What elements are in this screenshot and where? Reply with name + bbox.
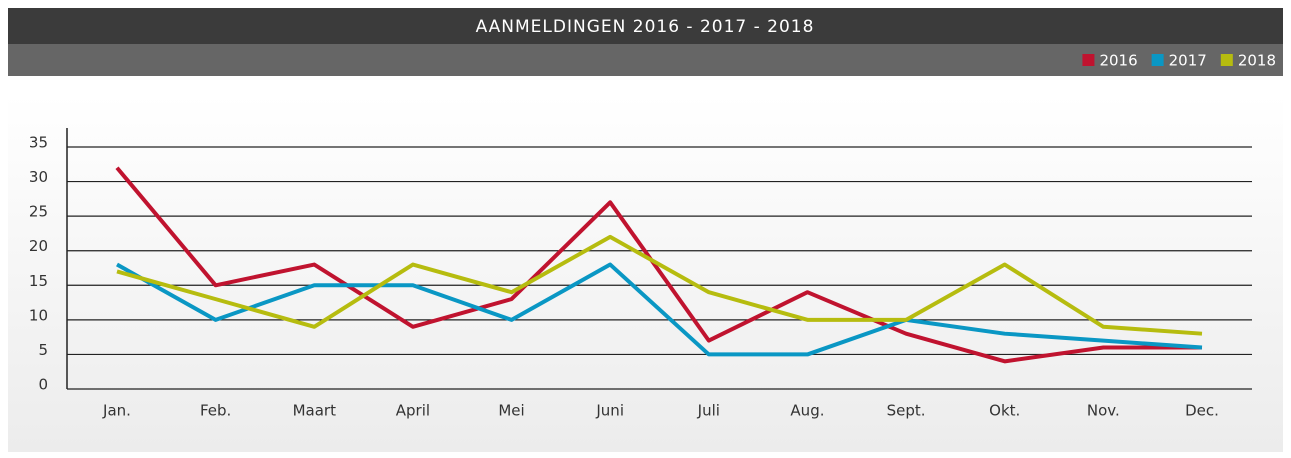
x-tick-label: Sept. [887, 402, 926, 420]
legend-bar [8, 44, 1283, 76]
series-line [115, 166, 1202, 364]
x-tick-label: Jan. [102, 402, 131, 420]
x-tick-label: Nov. [1087, 402, 1120, 420]
x-tick-label: Okt. [989, 402, 1020, 420]
x-tick-label: Juli [697, 402, 720, 420]
legend-label: 2016 [1099, 52, 1137, 70]
x-tick-label: Feb. [200, 402, 231, 420]
legend-swatch [1151, 54, 1164, 66]
chart-title: AANMELDINGEN 2016 - 2017 - 2018 [476, 17, 815, 37]
y-tick-label: 15 [29, 272, 48, 290]
title-bar [8, 8, 1283, 44]
legend-swatch [1082, 54, 1095, 66]
x-tick-label: Mei [498, 402, 524, 420]
series-line [116, 234, 1203, 336]
y-tick-label: 35 [29, 134, 48, 152]
y-tick-label: 25 [29, 203, 48, 221]
y-tick-label: 5 [38, 341, 48, 359]
x-tick-label: Aug. [790, 402, 824, 420]
legend-label: 2018 [1238, 52, 1276, 70]
legend-label: 2017 [1169, 52, 1207, 70]
series-line [116, 262, 1203, 357]
y-tick-label: 20 [29, 237, 48, 255]
x-tick-label: Juni [595, 402, 624, 420]
y-tick-label: 10 [29, 306, 48, 324]
y-tick-label: 30 [29, 168, 48, 186]
x-tick-label: Maart [293, 402, 336, 420]
plot-background [8, 95, 1283, 452]
y-tick-label: 0 [38, 376, 48, 394]
x-tick-label: Dec. [1185, 402, 1219, 420]
legend-swatch [1220, 54, 1233, 66]
x-tick-label: April [396, 402, 430, 420]
